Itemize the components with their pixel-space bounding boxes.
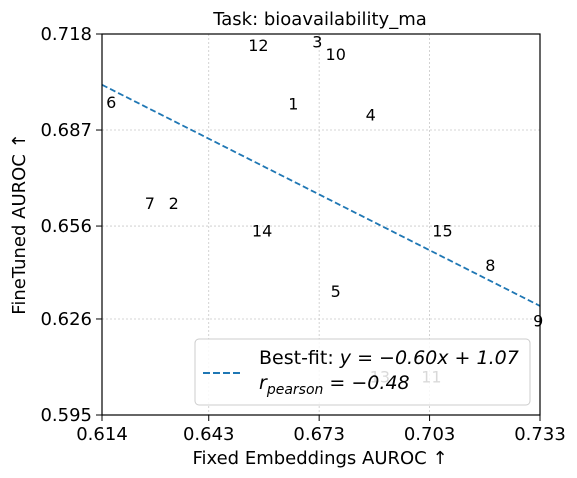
plot-frame [101,33,541,416]
point-label-3: 3 [312,33,322,52]
x-tick-label: 0.643 [183,424,235,445]
point-label-5: 5 [331,282,341,301]
legend-box [194,338,531,406]
legend-r-subscript: pearson [266,382,324,398]
y-tick-label: 0.718 [40,24,92,45]
point-label-7: 7 [145,194,155,213]
legend-r-symbol: r [259,372,268,394]
point-label-6: 6 [106,93,116,112]
y-tick-label: 0.656 [40,216,92,237]
legend-fit-label: Best-fit: [259,347,340,369]
legend-r-value: = −0.48 [323,372,409,394]
legend-fit-equation: y = −0.60x + 1.07 [339,347,519,369]
y-axis-title: FineTuned AUROC ↑ [9,133,30,314]
chart-title: Task: bioavailability_ma [212,9,427,30]
point-label-4: 4 [366,106,376,125]
y-tick-label: 0.626 [40,309,92,330]
point-label-14: 14 [252,222,272,241]
legend-fit-entry: Best-fit: y = −0.60x + 1.07 [259,347,519,369]
fit-layer [102,83,540,307]
legend: Best-fit: y = −0.60x + 1.07 rpearson = −… [194,338,531,406]
y-tick-label: 0.687 [40,120,92,141]
x-tick-label: 0.614 [76,424,128,445]
point-label-9: 9 [533,312,543,331]
x-tick-label: 0.733 [514,424,566,445]
y-tick-label: 0.595 [40,405,92,426]
x-axis-title: Fixed Embeddings AUROC ↑ [192,448,447,469]
fit-line [102,83,540,307]
x-ticks: 0.614 0.643 0.673 0.703 0.733 [76,415,566,445]
x-tick-label: 0.673 [293,424,345,445]
point-label-12: 12 [248,36,268,55]
point-label-10: 10 [326,45,346,64]
legend-r-entry: rpearson = −0.48 [259,372,410,398]
point-label-1: 1 [288,95,298,114]
point-label-8: 8 [485,256,495,275]
point-label-15: 15 [432,222,452,241]
point-labels: 123456789101112131415 [106,33,543,387]
x-tick-label: 0.703 [404,424,456,445]
y-ticks: 0.595 0.626 0.656 0.687 0.718 [40,24,102,426]
point-label-2: 2 [169,194,179,213]
